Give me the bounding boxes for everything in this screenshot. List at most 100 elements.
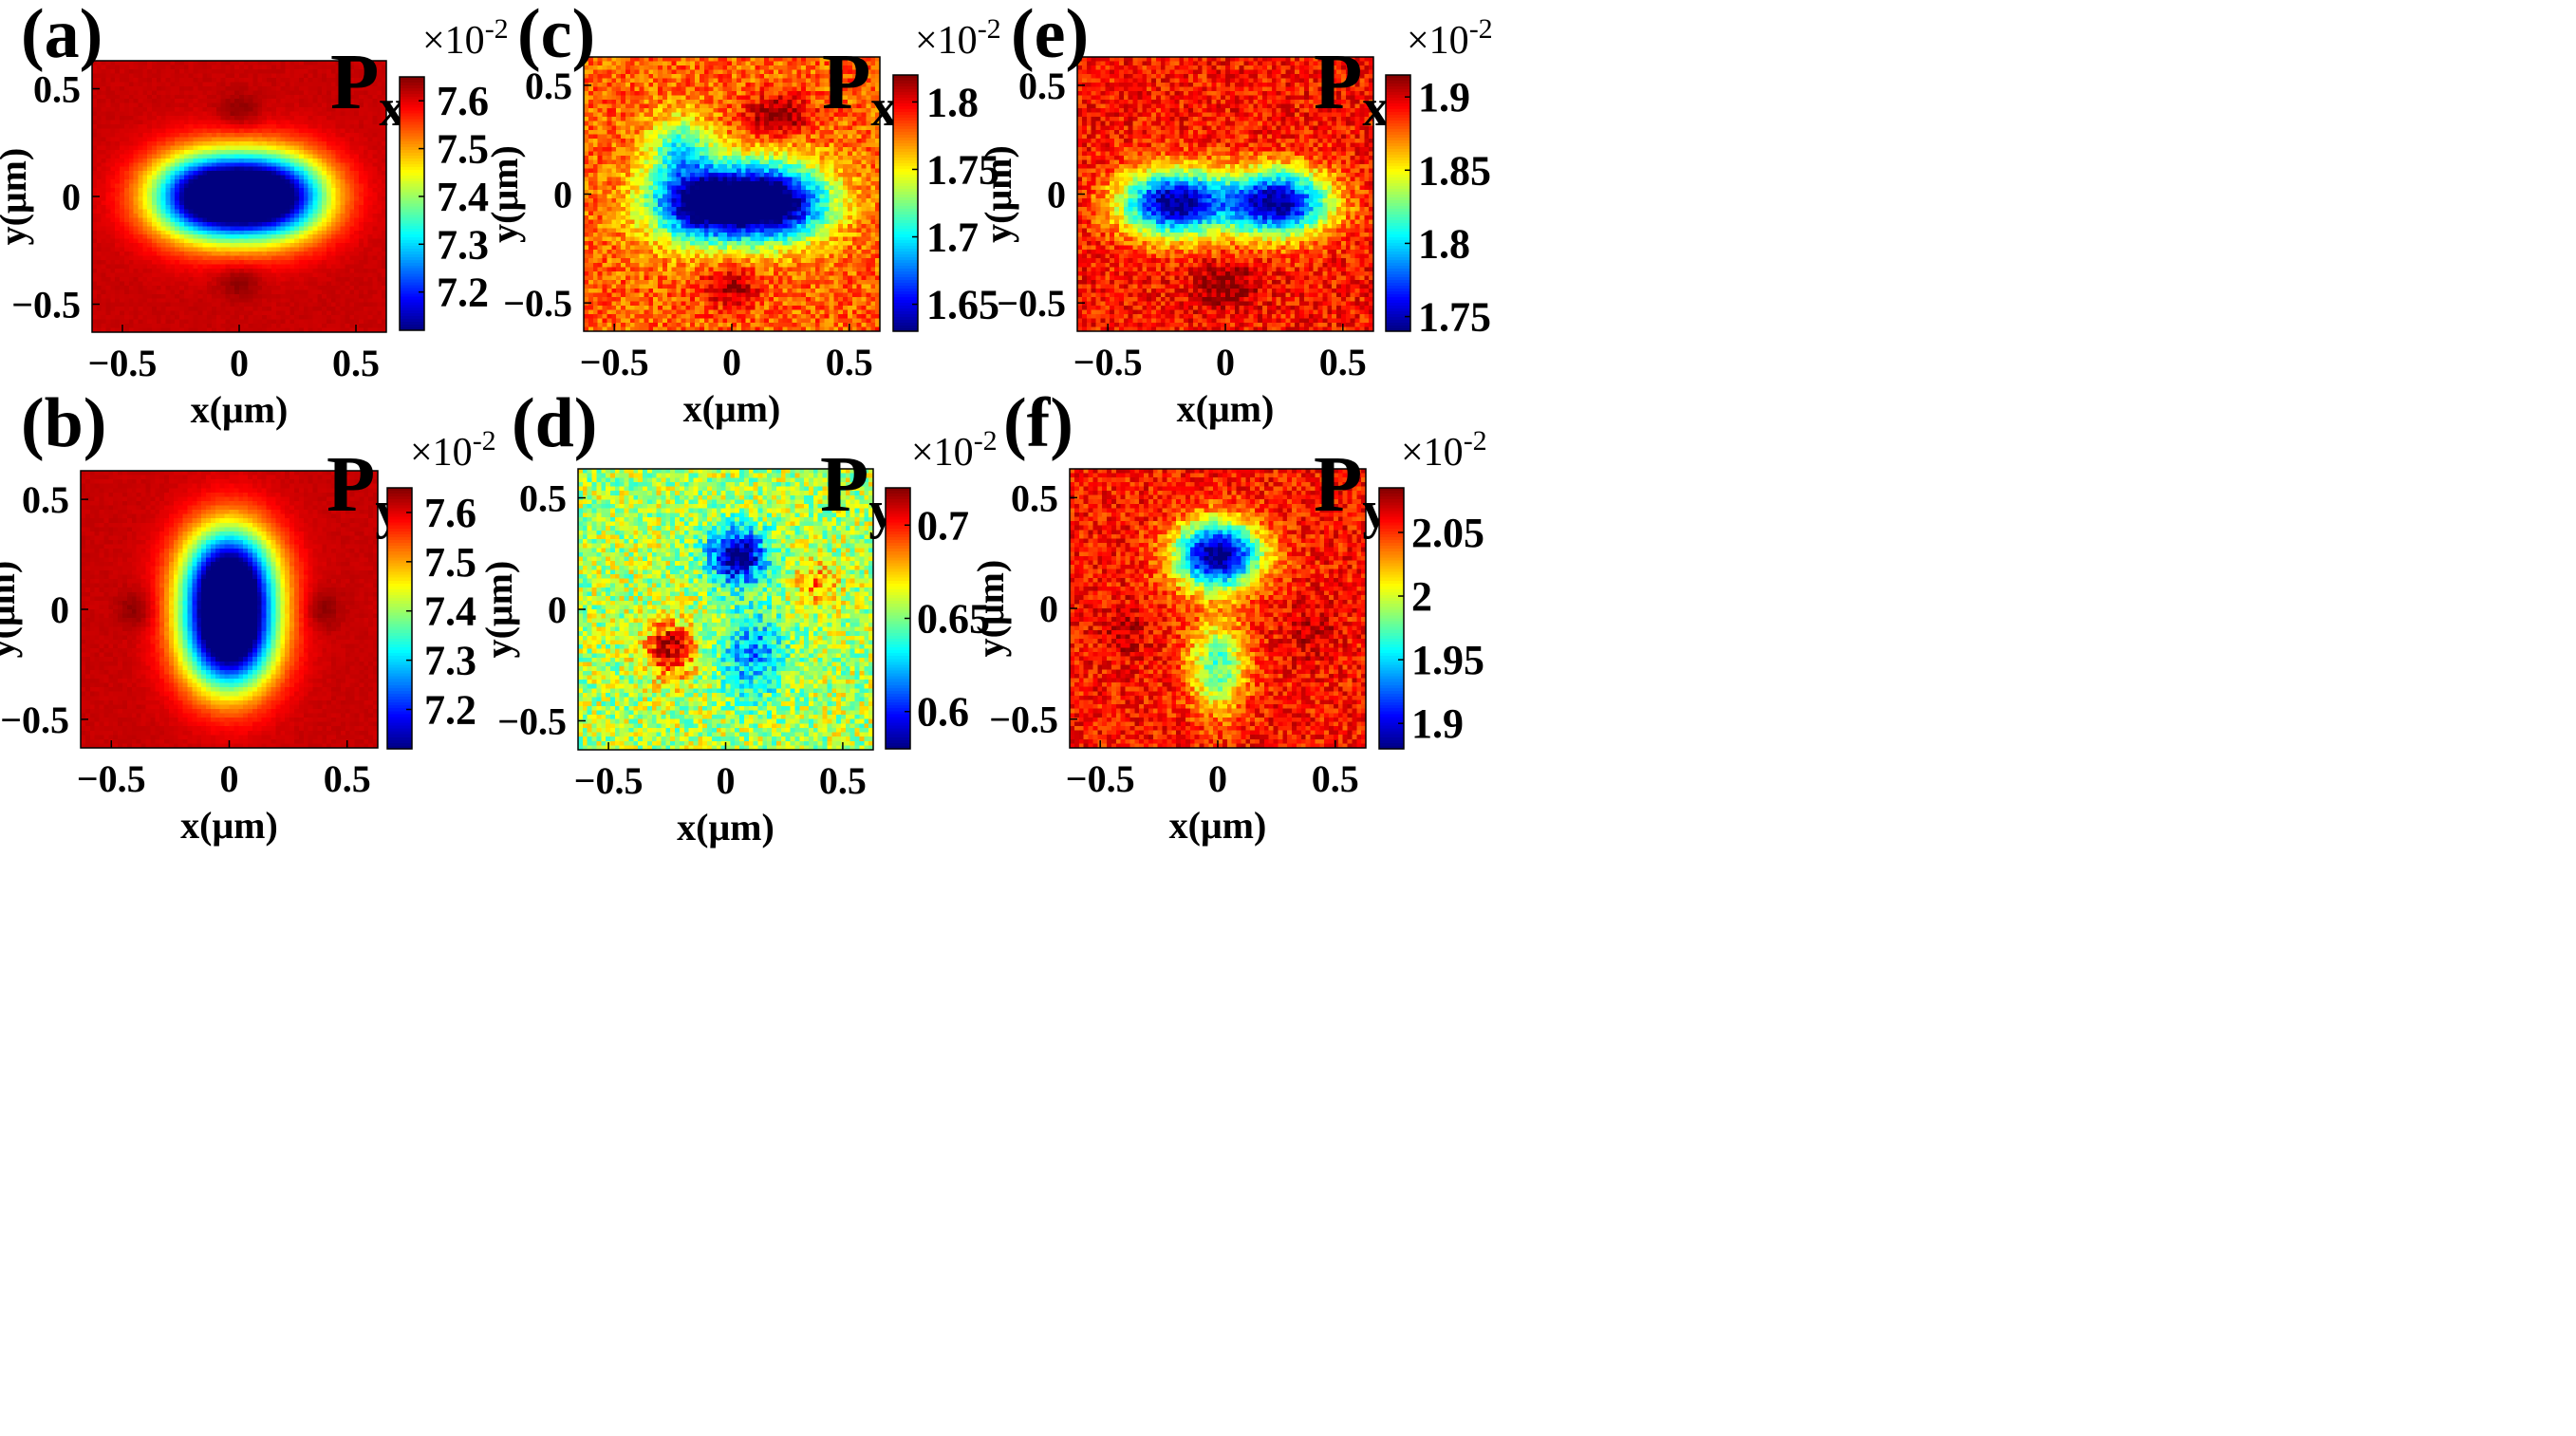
heatmap-cell [179, 238, 185, 244]
heatmap-cell [110, 200, 116, 206]
heatmap-cell [335, 471, 342, 476]
heatmap-cell [142, 260, 148, 266]
heatmap-cell [128, 213, 135, 218]
heatmap-cell [262, 324, 268, 329]
heatmap-cell [207, 111, 213, 117]
heatmap-cell [197, 319, 203, 325]
colorbar-segment [400, 147, 424, 151]
heatmap-cell [252, 99, 258, 104]
heatmap-cell [175, 145, 180, 151]
heatmap-cell [340, 68, 345, 75]
heatmap-cell [156, 226, 162, 232]
heatmap-cell [147, 166, 153, 172]
heatmap-cell [211, 82, 217, 87]
heatmap-cell [138, 293, 143, 299]
heatmap-cell [173, 471, 179, 476]
heatmap-cell [345, 99, 350, 104]
heatmap-cell [202, 289, 208, 295]
heatmap-cell [330, 61, 337, 66]
heatmap-cell [294, 99, 300, 104]
heatmap-cell [377, 268, 383, 274]
heatmap-cell [368, 518, 374, 524]
heatmap-cell [105, 154, 111, 159]
heatmap-cell [262, 171, 268, 177]
heatmap-cell [103, 500, 109, 507]
heatmap-cell [233, 496, 239, 502]
heatmap-cell [215, 217, 222, 223]
heatmap-cell [133, 120, 140, 125]
heatmap-cell [248, 234, 254, 240]
heatmap-cell [170, 149, 176, 155]
heatmap-cell [215, 140, 222, 146]
heatmap-cell [335, 272, 342, 278]
heatmap-cell [225, 124, 231, 130]
heatmap-cell [99, 492, 105, 497]
heatmap-cell [207, 226, 213, 232]
heatmap-cell [285, 94, 290, 100]
heatmap-cell [225, 293, 231, 299]
heatmap-cell [202, 200, 208, 206]
heatmap-cell [298, 154, 305, 159]
heatmap-cell [285, 175, 290, 180]
heatmap-cell [110, 327, 116, 333]
heatmap-cell [303, 73, 309, 79]
colorbar-segment [400, 268, 424, 272]
heatmap-cell [92, 319, 98, 325]
heatmap-cell [118, 513, 123, 519]
heatmap-cell [230, 111, 235, 117]
heatmap-cell [293, 479, 300, 485]
heatmap-cell [327, 140, 332, 146]
heatmap-cell [248, 73, 254, 79]
heatmap-cell [234, 140, 240, 146]
heatmap-cell [335, 483, 342, 489]
heatmap-cell [193, 209, 198, 214]
heatmap-cell [229, 479, 234, 485]
heatmap-cell [160, 221, 167, 227]
colorbar-segment [400, 296, 424, 300]
heatmap-cell [142, 90, 148, 96]
heatmap-cell [271, 298, 277, 304]
heatmap-cell [156, 154, 162, 159]
heatmap-cell [110, 209, 116, 214]
heatmap-cell [373, 479, 379, 485]
heatmap-cell [142, 289, 148, 295]
heatmap-cell [175, 128, 180, 134]
heatmap-cell [317, 209, 323, 214]
heatmap-cell [367, 260, 374, 266]
heatmap-cell [115, 188, 121, 194]
heatmap-cell [303, 268, 309, 274]
heatmap-cell [322, 234, 327, 240]
heatmap-cell [382, 310, 387, 316]
heatmap-cell [322, 158, 327, 163]
heatmap-cell [207, 94, 213, 100]
heatmap-cell [128, 120, 135, 125]
heatmap-cell [248, 238, 254, 244]
heatmap-cell [196, 492, 202, 497]
heatmap-cell [110, 192, 116, 197]
heatmap-cell [298, 137, 305, 142]
heatmap-cell [252, 243, 258, 249]
heatmap-cell [192, 483, 197, 489]
heatmap-cell [285, 298, 290, 304]
heatmap-cell [382, 221, 387, 227]
heatmap-cell [377, 327, 383, 333]
heatmap-cell [294, 247, 300, 252]
heatmap-cell [142, 293, 148, 299]
heatmap-cell [133, 204, 140, 211]
heatmap-cell [340, 128, 345, 134]
heatmap-cell [224, 496, 231, 502]
heatmap-cell [289, 298, 295, 304]
heatmap-cell [207, 183, 213, 189]
heatmap-cell [317, 230, 323, 235]
heatmap-cell [101, 260, 107, 266]
heatmap-cell [151, 276, 158, 282]
heatmap-cell [262, 128, 268, 134]
heatmap-cell [363, 226, 369, 232]
heatmap-cell [147, 315, 153, 321]
heatmap-cell [160, 128, 167, 134]
heatmap-cell [267, 276, 272, 282]
heatmap-cell [156, 179, 162, 185]
heatmap-cell [372, 243, 378, 249]
heatmap-cell [147, 272, 153, 278]
heatmap-cell [340, 518, 346, 524]
